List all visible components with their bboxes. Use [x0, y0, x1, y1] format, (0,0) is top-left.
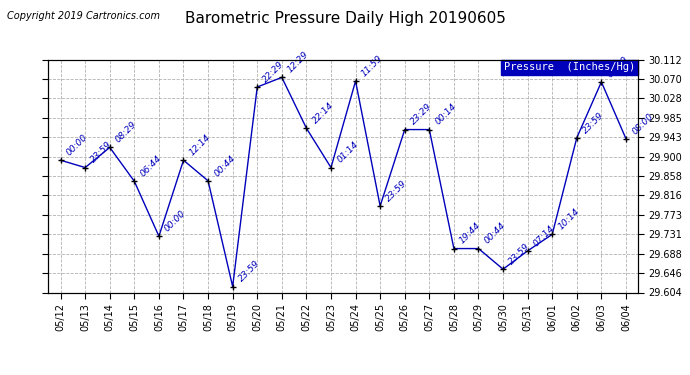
Text: 12:29: 12:29: [286, 50, 310, 75]
Text: 23:29: 23:29: [409, 102, 433, 127]
Text: 22:14: 22:14: [310, 100, 335, 125]
Text: 23:59: 23:59: [237, 259, 262, 284]
Text: 19:44: 19:44: [458, 221, 483, 246]
Text: 08:00: 08:00: [630, 111, 655, 136]
Text: 00:44: 00:44: [482, 221, 507, 246]
Text: 07:14: 07:14: [532, 224, 557, 248]
Text: 00:00: 00:00: [163, 209, 188, 233]
Text: 23:59: 23:59: [384, 178, 409, 203]
Text: 10:14: 10:14: [556, 207, 581, 232]
Text: 12:14: 12:14: [188, 133, 213, 158]
Text: 23:59: 23:59: [89, 140, 114, 165]
Text: 00:14: 00:14: [433, 102, 458, 127]
Text: 06:44: 06:44: [139, 154, 164, 178]
Text: 08:59: 08:59: [606, 54, 630, 79]
Text: Barometric Pressure Daily High 20190605: Barometric Pressure Daily High 20190605: [184, 11, 506, 26]
Text: 11:59: 11:59: [359, 54, 384, 78]
Text: 23:59: 23:59: [581, 110, 606, 135]
Text: 00:44: 00:44: [213, 153, 237, 178]
Text: 22:29: 22:29: [262, 60, 286, 84]
Text: Pressure  (Inches/Hg): Pressure (Inches/Hg): [504, 62, 635, 72]
Text: 08:29: 08:29: [114, 120, 139, 145]
Text: Copyright 2019 Cartronics.com: Copyright 2019 Cartronics.com: [7, 11, 160, 21]
Text: 00:00: 00:00: [65, 133, 90, 158]
Text: 23:59: 23:59: [507, 242, 532, 266]
Text: 01:14: 01:14: [335, 140, 360, 165]
